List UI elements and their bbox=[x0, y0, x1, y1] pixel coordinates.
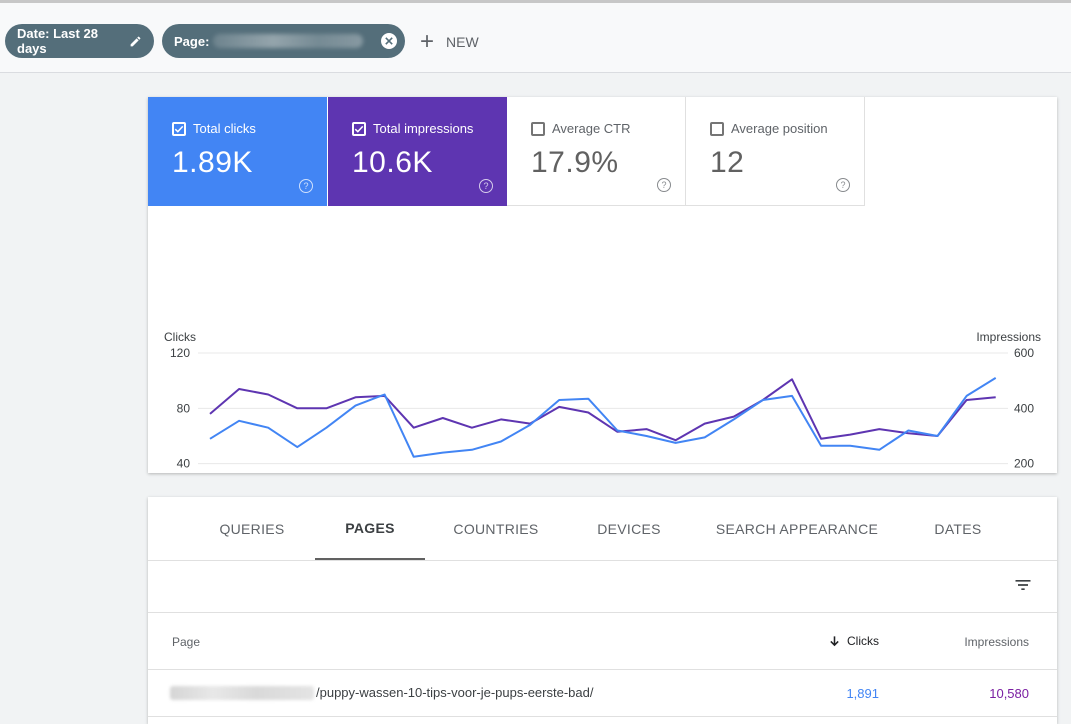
filter-rows-icon[interactable] bbox=[1013, 575, 1033, 600]
metric-average-ctr[interactable]: Average CTR 17.9% ? bbox=[507, 97, 686, 206]
date-filter-label: Date: Last 28 days bbox=[17, 26, 98, 56]
filter-bar: Date: Last 28 days Page: + NEW bbox=[0, 0, 1071, 73]
row-impressions-value: 10,580 bbox=[989, 686, 1029, 701]
dimension-tabs: QUERIES PAGES COUNTRIES DEVICES SEARCH A… bbox=[148, 497, 1057, 561]
right-axis-tick-label: 200 bbox=[1014, 457, 1034, 471]
tab-search-appearance[interactable]: SEARCH APPEARANCE bbox=[715, 520, 879, 537]
help-icon[interactable]: ? bbox=[479, 179, 493, 193]
column-header-clicks-label: Clicks bbox=[847, 634, 879, 648]
metric-label: Average position bbox=[731, 121, 828, 136]
page-filter-label: Page: bbox=[174, 33, 210, 49]
metric-average-position[interactable]: Average position 12 ? bbox=[686, 97, 865, 206]
right-axis-title: Impressions bbox=[976, 330, 1041, 344]
row-clicks-value: 1,891 bbox=[846, 686, 879, 701]
sort-descending-arrow-icon bbox=[829, 635, 840, 647]
metric-total-impressions[interactable]: Total impressions 10.6K ? bbox=[328, 97, 507, 206]
redacted-url-value bbox=[213, 34, 364, 48]
remove-filter-close-icon[interactable] bbox=[381, 33, 397, 49]
metric-label: Average CTR bbox=[552, 121, 631, 136]
table-header: Page Clicks Impressions bbox=[148, 613, 1057, 670]
column-header-clicks[interactable]: Clicks bbox=[829, 634, 879, 648]
table-toolbar bbox=[148, 561, 1057, 613]
left-axis-tick-label: 40 bbox=[177, 457, 191, 471]
checkbox-unchecked-icon[interactable] bbox=[531, 121, 545, 136]
right-axis-tick-label: 600 bbox=[1014, 346, 1034, 360]
new-filter-label: NEW bbox=[446, 34, 479, 50]
metric-value: 10.6K bbox=[352, 146, 433, 179]
redacted-url-host bbox=[170, 685, 314, 700]
help-icon[interactable]: ? bbox=[657, 178, 671, 192]
metric-total-clicks[interactable]: Total clicks 1.89K ? bbox=[148, 97, 327, 206]
series-line-impressions bbox=[209, 378, 996, 442]
plus-icon: + bbox=[420, 28, 435, 55]
page-url[interactable]: /puppy-wassen-10-tips-voor-je-pups-eerst… bbox=[170, 685, 593, 700]
table-row[interactable]: /puppy-wassen-10-tips-voor-je-pups-eerst… bbox=[148, 670, 1057, 717]
checkbox-checked-icon[interactable] bbox=[352, 121, 366, 136]
column-header-page[interactable]: Page bbox=[172, 635, 201, 649]
page-url-path: /puppy-wassen-10-tips-voor-je-pups-eerst… bbox=[316, 685, 594, 700]
metric-value: 1.89K bbox=[172, 146, 253, 179]
column-header-impressions[interactable]: Impressions bbox=[964, 635, 1029, 649]
metric-value: 12 bbox=[710, 146, 745, 179]
performance-chart[interactable]: Clicks Impressions 1206008040040200009/2… bbox=[148, 207, 1057, 473]
new-filter-button[interactable]: + NEW bbox=[420, 30, 479, 54]
page-filter-chip[interactable]: Page: bbox=[162, 24, 405, 58]
right-axis-tick-label: 400 bbox=[1014, 401, 1034, 415]
tab-devices[interactable]: DEVICES bbox=[597, 520, 661, 537]
tab-dates[interactable]: DATES bbox=[934, 520, 982, 537]
checkbox-checked-icon[interactable] bbox=[172, 121, 186, 136]
tab-queries[interactable]: QUERIES bbox=[219, 520, 285, 537]
tab-countries[interactable]: COUNTRIES bbox=[453, 520, 539, 537]
left-axis-tick-label: 80 bbox=[177, 401, 191, 415]
left-axis-tick-label: 120 bbox=[170, 346, 190, 360]
metric-value: 17.9% bbox=[531, 146, 619, 179]
tab-pages[interactable]: PAGES bbox=[315, 497, 425, 560]
help-icon[interactable]: ? bbox=[299, 179, 313, 193]
help-icon[interactable]: ? bbox=[836, 178, 850, 192]
performance-card: Total clicks 1.89K ? Total impressions 1… bbox=[148, 97, 1057, 473]
report-table-card: QUERIES PAGES COUNTRIES DEVICES SEARCH A… bbox=[148, 497, 1057, 724]
series-line-clicks bbox=[209, 377, 997, 458]
metric-label: Total clicks bbox=[193, 121, 256, 136]
left-axis-title: Clicks bbox=[164, 330, 196, 344]
date-filter-chip[interactable]: Date: Last 28 days bbox=[5, 24, 154, 58]
checkbox-unchecked-icon[interactable] bbox=[710, 121, 724, 136]
edit-pencil-icon[interactable] bbox=[129, 35, 142, 48]
metric-label: Total impressions bbox=[373, 121, 474, 136]
